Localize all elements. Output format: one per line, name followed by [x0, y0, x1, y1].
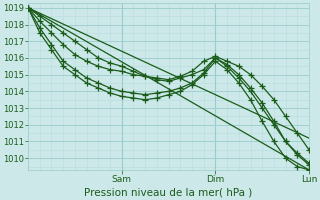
- X-axis label: Pression niveau de la mer( hPa ): Pression niveau de la mer( hPa ): [84, 187, 253, 197]
